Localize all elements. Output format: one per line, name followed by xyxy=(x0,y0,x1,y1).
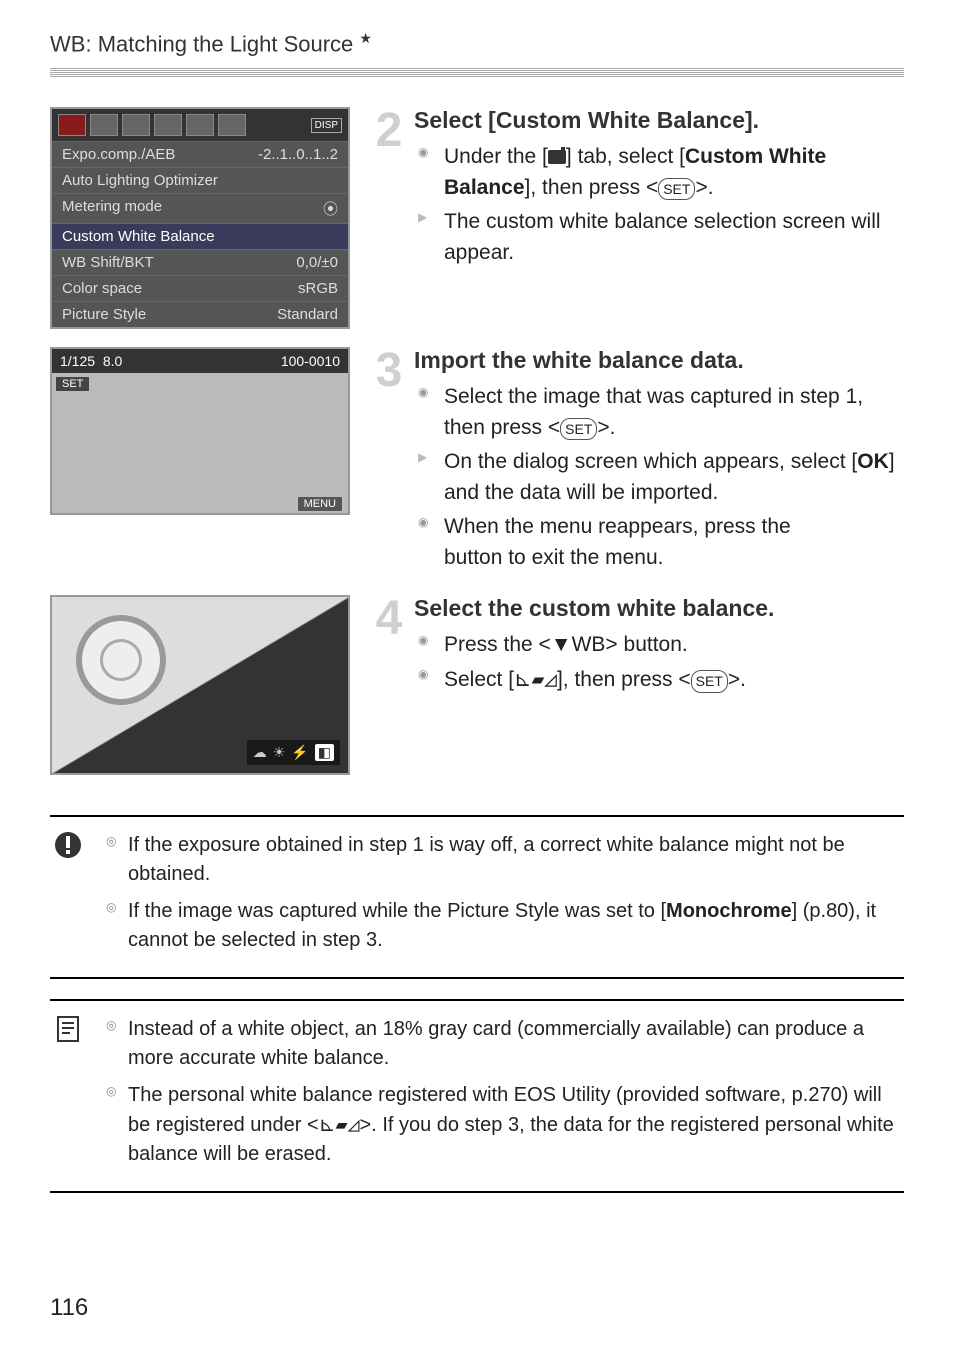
step-2-row: DISP Expo.comp./AEB-2..1..0..1..2Auto Li… xyxy=(50,107,904,329)
review-image-area: SET MENU xyxy=(52,373,348,513)
menu-row: Custom White Balance xyxy=(52,223,348,249)
step-bullet: Select the image that was captured in st… xyxy=(418,382,904,443)
review-set-label: SET xyxy=(56,377,89,391)
review-aperture: 8.0 xyxy=(103,353,122,369)
step-bullet: On the dialog screen which appears, sele… xyxy=(418,447,904,508)
page-header: WB: Matching the Light Source ★ xyxy=(50,30,904,61)
note-block: Instead of a white object, an 18% gray c… xyxy=(50,999,904,1193)
menu-tab-icon xyxy=(154,114,182,136)
note-item: Instead of a white object, an 18% gray c… xyxy=(106,1015,894,1073)
caution-block: If the exposure obtained in step 1 is wa… xyxy=(50,815,904,979)
header-star-icon: ★ xyxy=(359,30,372,46)
menu-tab-icon xyxy=(186,114,214,136)
menu-tabs: DISP xyxy=(52,109,348,141)
review-menu-label: MENU xyxy=(298,497,342,511)
menu-tab-icon xyxy=(122,114,150,136)
step-bullet: The custom white balance selection scree… xyxy=(418,207,904,268)
step-number: 4 xyxy=(372,595,406,775)
review-file: 100-0010 xyxy=(281,353,340,369)
caution-icon xyxy=(50,831,86,963)
step-bullets: Press the <▼WB> button. Select [⊾▰◿], the… xyxy=(414,630,904,696)
camera-review-screenshot: 1/125 8.0 100-0010 SET MENU xyxy=(50,347,350,515)
step-bullets: Select the image that was captured in st… xyxy=(414,382,904,573)
step-bullet: Press the <▼WB> button. xyxy=(418,630,904,660)
menu-disp-label: DISP xyxy=(311,118,342,133)
header-prefix: WB xyxy=(50,31,85,56)
menu-row: Color spacesRGB xyxy=(52,275,348,301)
wb-option-icon: ⚡ xyxy=(291,744,308,761)
menu-row: Expo.comp./AEB-2..1..0..1..2 xyxy=(52,141,348,167)
note-item: The personal white balance registered wi… xyxy=(106,1081,894,1169)
menu-row: Auto Lighting Optimizer xyxy=(52,167,348,193)
header-divider xyxy=(50,67,904,77)
step-3-row: 1/125 8.0 100-0010 SET MENU 3 Import the… xyxy=(50,347,904,577)
step-number: 3 xyxy=(372,347,406,577)
wb-option-icon: ◧ xyxy=(315,744,334,761)
caution-list: If the exposure obtained in step 1 is wa… xyxy=(106,831,894,963)
menu-tab-icon xyxy=(58,114,86,136)
step-bullet: When the menu reappears, press the butto… xyxy=(418,512,904,573)
menu-rows: Expo.comp./AEB-2..1..0..1..2Auto Lightin… xyxy=(52,141,348,327)
caution-item: If the image was captured while the Pict… xyxy=(106,897,894,955)
header-title: Matching the Light Source xyxy=(98,31,354,56)
step-title: Select the custom white balance. xyxy=(414,595,904,622)
caution-item: If the exposure obtained in step 1 is wa… xyxy=(106,831,894,889)
wb-option-strip: ☁ ☀ ⚡ ◧ xyxy=(247,740,340,765)
note-icon xyxy=(50,1015,86,1177)
note-list: Instead of a white object, an 18% gray c… xyxy=(106,1015,894,1177)
menu-row: WB Shift/BKT0,0/±0 xyxy=(52,249,348,275)
step-bullets: Under the [] tab, select [Custom White B… xyxy=(414,142,904,268)
camera-menu-screenshot: DISP Expo.comp./AEB-2..1..0..1..2Auto Li… xyxy=(50,107,350,329)
menu-tab-icon xyxy=(218,114,246,136)
step-title: Import the white balance data. xyxy=(414,347,904,374)
step-title: Select [Custom White Balance]. xyxy=(414,107,904,134)
step-bullet: Under the [] tab, select [Custom White B… xyxy=(418,142,904,203)
menu-row: Picture StyleStandard xyxy=(52,301,348,327)
step-bullet: Select [⊾▰◿], then press <SET>. xyxy=(418,664,904,695)
wb-option-icon: ☁ xyxy=(253,744,267,761)
camera-split-screenshot: ☁ ☀ ⚡ ◧ xyxy=(50,595,350,775)
page-number: 116 xyxy=(50,1294,88,1322)
step-4-row: ☁☀⚡◧ 4 Select the custom white balance. … xyxy=(50,595,904,775)
menu-tab-icon xyxy=(90,114,118,136)
wb-option-icon: ☀ xyxy=(273,744,286,761)
review-shutter: 1/125 xyxy=(60,353,95,369)
menu-row: Metering mode⦿ xyxy=(52,193,348,223)
step-number: 2 xyxy=(372,107,406,329)
